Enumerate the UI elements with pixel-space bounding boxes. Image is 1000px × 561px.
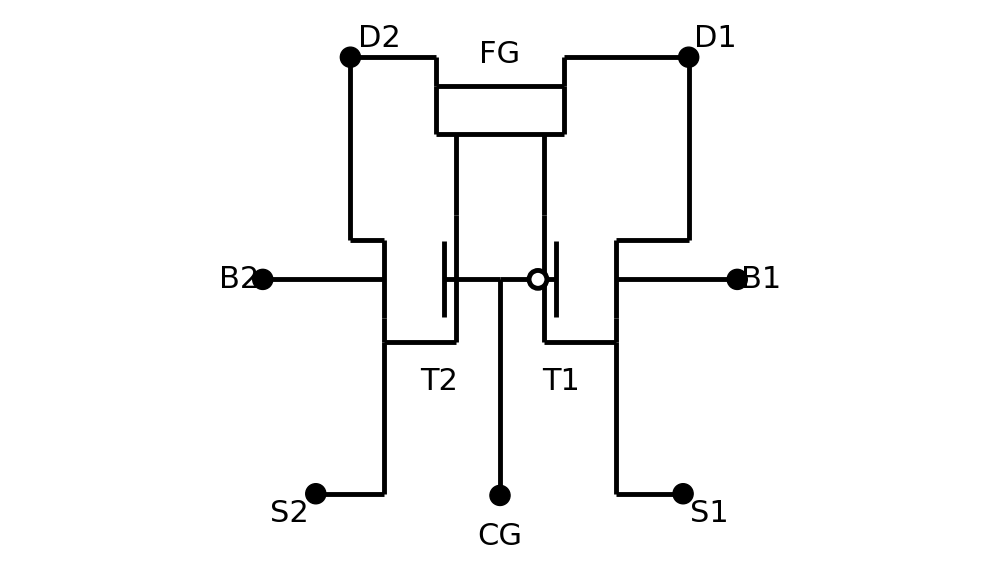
- Circle shape: [253, 269, 273, 289]
- Text: S1: S1: [690, 499, 729, 528]
- Text: D1: D1: [694, 24, 737, 53]
- Text: D2: D2: [358, 24, 400, 53]
- Circle shape: [679, 47, 699, 67]
- Circle shape: [673, 484, 693, 504]
- Text: B2: B2: [219, 265, 259, 294]
- Circle shape: [532, 273, 544, 286]
- Circle shape: [306, 484, 326, 504]
- Text: B1: B1: [741, 265, 781, 294]
- Circle shape: [490, 485, 510, 505]
- Text: CG: CG: [478, 522, 522, 551]
- Text: S2: S2: [270, 499, 309, 528]
- Text: T2: T2: [420, 367, 458, 396]
- Text: FG: FG: [479, 40, 521, 70]
- Text: T1: T1: [542, 367, 580, 396]
- Circle shape: [727, 269, 747, 289]
- Circle shape: [340, 47, 360, 67]
